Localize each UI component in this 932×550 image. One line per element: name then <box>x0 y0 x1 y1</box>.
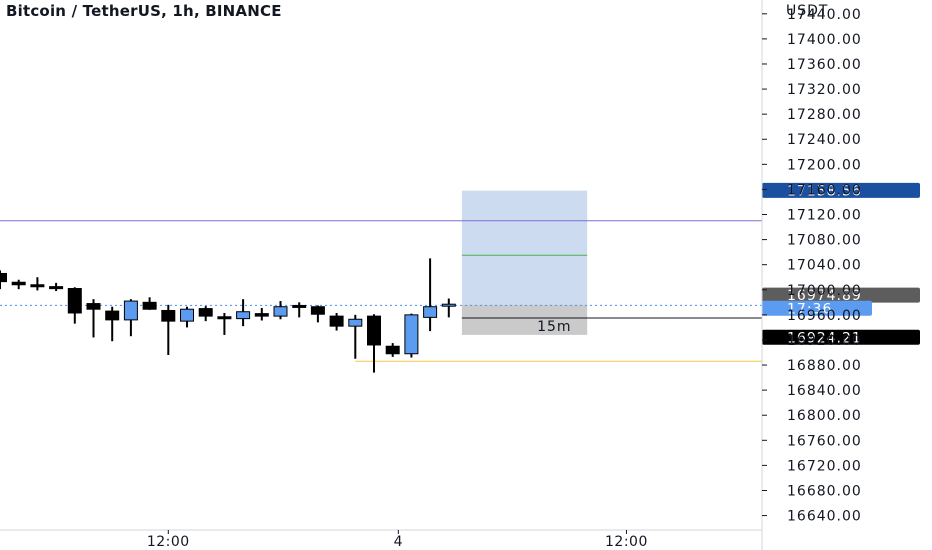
candle-body <box>30 284 45 288</box>
candle-body <box>404 314 419 355</box>
candle-body <box>105 310 120 321</box>
price-tick-label: 16880.00 <box>787 358 862 374</box>
price-tick-label: 16800.00 <box>787 408 862 424</box>
candle-body <box>198 308 213 317</box>
candle-body <box>49 286 64 290</box>
candle-body <box>142 301 157 310</box>
price-tick-label: 16640.00 <box>787 509 862 525</box>
candle-body <box>217 316 232 320</box>
price-tag-label: 17158.56 <box>787 183 862 199</box>
price-tick-label: 16960.00 <box>787 308 862 324</box>
price-tick-label: 17320.00 <box>787 82 862 98</box>
candle-body <box>67 288 82 314</box>
price-tick-label: 17240.00 <box>787 132 862 148</box>
price-tick-label: 17160.00 <box>787 182 862 198</box>
price-tick-label: 17080.00 <box>787 233 862 249</box>
candle-body <box>180 308 194 322</box>
candle-body <box>161 309 176 322</box>
price-axis-unit: USDT <box>786 3 828 19</box>
candle-body <box>236 311 251 320</box>
candle-body <box>0 272 7 283</box>
candle-body <box>86 303 101 310</box>
price-tag-label: 16974.89 <box>787 288 862 304</box>
price-tick-label: 17200.00 <box>787 157 862 173</box>
price-tick-label: 16680.00 <box>787 483 862 499</box>
price-tag <box>762 329 920 345</box>
time-tick-label: 4 <box>394 534 403 550</box>
target-zone[interactable] <box>461 190 588 305</box>
candle-body <box>254 313 269 317</box>
candle-body <box>123 300 138 321</box>
price-tag <box>762 300 872 316</box>
price-tick-label: 16920.00 <box>787 333 862 349</box>
position-label: 15m <box>537 319 571 335</box>
candle-body <box>292 304 307 308</box>
price-tick-label: 16760.00 <box>787 433 862 449</box>
price-tag <box>762 182 920 198</box>
stop-zone[interactable] <box>461 304 588 335</box>
price-tag <box>762 287 920 303</box>
price-tag-label: 17:36 <box>787 301 832 317</box>
candle-body <box>11 281 26 286</box>
price-tick-label: 16720.00 <box>787 458 862 474</box>
position-tool[interactable]: 15m <box>461 190 588 335</box>
price-tick-label: 17120.00 <box>787 208 862 224</box>
chart-title: Bitcoin / TetherUS, 1h, BINANCE <box>6 2 282 20</box>
price-tag-label: 16924.21 <box>787 330 862 346</box>
price-tick-label: 17280.00 <box>787 107 862 123</box>
candle-body <box>423 306 438 318</box>
candle-body <box>441 303 456 307</box>
price-tick-label: 17360.00 <box>787 57 862 73</box>
time-tick-label: 12:00 <box>147 534 190 550</box>
price-tick-label: 17440.00 <box>787 7 862 23</box>
candle-body <box>329 315 344 327</box>
candle-body <box>273 306 288 317</box>
price-tick-label: 17040.00 <box>787 258 862 274</box>
candle-body <box>367 315 381 346</box>
candle-body <box>385 345 400 355</box>
price-tick-label: 17000.00 <box>787 283 862 299</box>
candle-body <box>348 318 363 327</box>
candles <box>0 258 456 373</box>
time-tick-label: 12:00 <box>605 534 648 550</box>
price-tick-label: 17400.00 <box>787 32 862 48</box>
price-tick-label: 16840.00 <box>787 383 862 399</box>
candle-body <box>310 306 325 315</box>
